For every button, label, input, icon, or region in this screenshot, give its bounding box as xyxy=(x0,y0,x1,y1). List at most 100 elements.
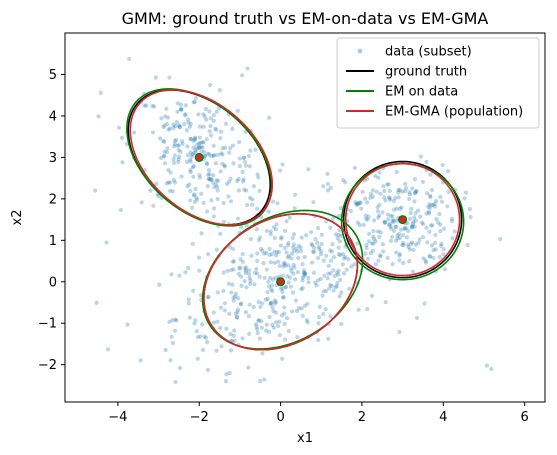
scatter-point xyxy=(218,169,223,174)
scatter-point xyxy=(383,299,388,305)
scatter-point xyxy=(431,248,436,253)
scatter-point xyxy=(258,304,263,310)
scatter-point xyxy=(182,121,187,127)
scatter-point xyxy=(276,324,281,329)
scatter-point xyxy=(331,268,336,273)
scatter-point xyxy=(328,282,333,288)
scatter-point xyxy=(388,224,393,229)
scatter-point xyxy=(341,177,346,183)
scatter-point xyxy=(412,215,417,220)
scatter-point xyxy=(414,315,420,321)
scatter-point xyxy=(316,315,322,320)
ellipse-em-gma-population-0 xyxy=(203,213,359,351)
y-tick-label: −2 xyxy=(38,358,57,373)
scatter-point xyxy=(269,283,275,288)
scatter-point xyxy=(343,180,348,185)
scatter-point xyxy=(402,226,407,231)
scatter-point xyxy=(270,322,275,328)
scatter-point xyxy=(156,193,161,199)
scatter-point xyxy=(237,139,242,145)
scatter-point xyxy=(178,102,184,107)
scatter-point xyxy=(247,281,253,286)
scatter-point xyxy=(358,200,363,205)
scatter-point xyxy=(369,241,375,246)
scatter-point xyxy=(211,214,217,219)
scatter-point xyxy=(274,250,280,255)
scatter-point xyxy=(243,129,248,134)
scatter-point xyxy=(326,271,331,276)
scatter-point xyxy=(199,191,204,196)
scatter-point xyxy=(329,258,334,263)
scatter-point xyxy=(204,161,210,167)
scatter-point xyxy=(193,135,198,140)
x-tick-label: −2 xyxy=(190,410,209,425)
scatter-point xyxy=(452,229,457,234)
scatter-point xyxy=(406,228,411,234)
scatter-point xyxy=(171,122,176,127)
scatter-point xyxy=(321,311,326,317)
scatter-point xyxy=(295,269,301,275)
scatter-point xyxy=(262,251,267,256)
scatter-point xyxy=(188,188,193,194)
scatter-point xyxy=(238,301,244,306)
scatter-point xyxy=(222,308,227,313)
scatter-point xyxy=(158,155,164,160)
scatter-point xyxy=(192,199,197,205)
scatter-point xyxy=(254,206,260,211)
scatter-point xyxy=(308,229,314,235)
scatter-point xyxy=(98,90,103,95)
scatter-point xyxy=(220,152,225,157)
scatter-point xyxy=(202,334,207,339)
scatter-point xyxy=(498,237,503,242)
scatter-point xyxy=(284,219,289,224)
scatter-point xyxy=(200,347,206,352)
scatter-point xyxy=(315,226,321,231)
scatter-point xyxy=(281,295,286,300)
scatter-point xyxy=(219,344,224,349)
scatter-point xyxy=(244,285,249,290)
scatter-point xyxy=(365,176,370,181)
scatter-point xyxy=(410,186,415,191)
scatter-point xyxy=(371,241,376,246)
scatter-point xyxy=(215,184,220,189)
scatter-point xyxy=(441,226,447,231)
scatter-point xyxy=(171,125,176,131)
scatter-point xyxy=(407,192,412,197)
scatter-point xyxy=(279,313,284,318)
scatter-point xyxy=(195,146,200,151)
scatter-point xyxy=(267,252,272,257)
scatter-point xyxy=(94,300,99,305)
scatter-point xyxy=(279,235,284,240)
scatter-point xyxy=(390,218,395,223)
y-axis: −2 −1 0 1 2 3 4 5 xyxy=(38,68,65,373)
scatter-point xyxy=(256,237,262,243)
scatter-point xyxy=(399,205,404,210)
scatter-point xyxy=(197,175,203,180)
scatter-point xyxy=(430,223,435,228)
center-marker-gma xyxy=(399,216,406,223)
scatter-point xyxy=(228,331,233,337)
scatter-point xyxy=(259,325,265,330)
scatter-point xyxy=(131,130,137,135)
scatter-point xyxy=(407,190,412,195)
scatter-point xyxy=(227,311,232,316)
scatter-point xyxy=(238,302,244,307)
scatter-point xyxy=(366,214,371,219)
scatter-point xyxy=(333,285,338,290)
scatter-point xyxy=(266,209,271,214)
scatter-point xyxy=(196,145,201,150)
scatter-point xyxy=(273,253,279,258)
scatter-point xyxy=(251,305,256,310)
ellipse-em-on-data-2 xyxy=(340,162,465,281)
scatter-point xyxy=(236,188,242,193)
scatter-point xyxy=(163,161,168,166)
scatter-point xyxy=(255,271,260,276)
scatter-point xyxy=(262,275,267,280)
scatter-point xyxy=(316,321,321,326)
scatter-point xyxy=(270,305,275,310)
scatter-point xyxy=(266,329,272,335)
scatter-point xyxy=(269,287,274,292)
scatter-point xyxy=(166,168,171,173)
scatter-point xyxy=(203,335,209,340)
scatter-point xyxy=(338,205,343,211)
